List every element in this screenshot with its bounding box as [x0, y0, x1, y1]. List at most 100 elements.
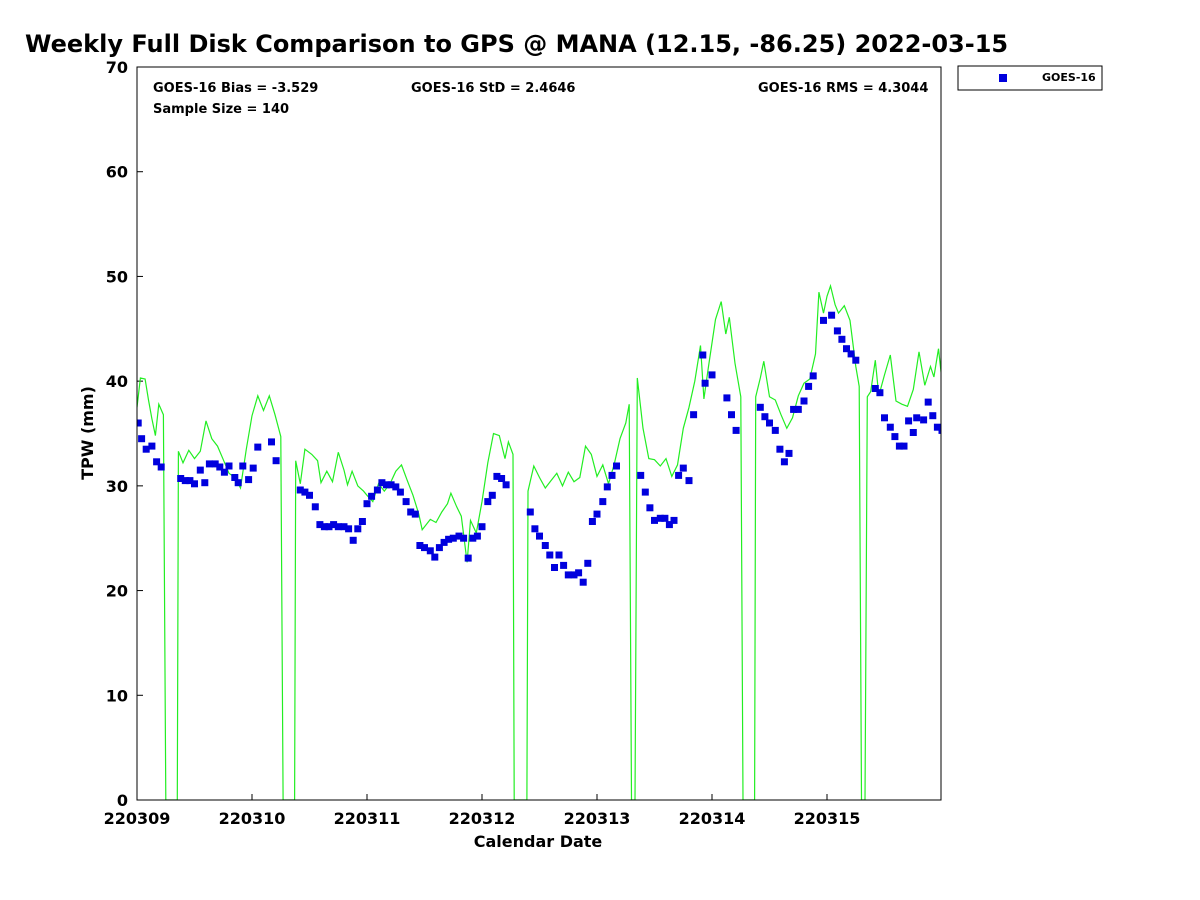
goes16-point	[895, 442, 903, 450]
rms-annotation: GOES-16 RMS = 4.3044	[758, 81, 928, 96]
std-annotation: GOES-16 StD = 2.4646	[411, 81, 575, 96]
goes16-point	[564, 571, 572, 579]
goes16-point	[268, 438, 275, 446]
goes16-point	[301, 488, 309, 496]
goes16-point	[938, 426, 941, 434]
chart-title: Weekly Full Disk Comparison to GPS @ MAN…	[25, 30, 1009, 58]
goes16-point	[220, 468, 228, 476]
goes16-point	[641, 488, 649, 496]
goes16-point	[584, 559, 592, 567]
goes16-point	[196, 466, 204, 474]
goes16-point	[201, 479, 209, 487]
goes16-point	[272, 457, 280, 465]
goes16-point	[593, 510, 601, 518]
x-axis-ticks: 220309 220310 220311 220312 220313 220314 2203…	[104, 794, 861, 828]
goes16-point	[368, 492, 376, 500]
goes16-point	[239, 462, 247, 470]
goes16-point	[847, 350, 855, 358]
goes16-point	[421, 544, 428, 552]
goes16-point	[800, 397, 808, 405]
goes16-point	[402, 498, 410, 506]
gps-series-line	[137, 283, 941, 800]
goes16-point	[560, 561, 568, 569]
goes16-point	[608, 471, 616, 479]
goes16-series-markers	[137, 311, 941, 586]
x-tick-label: 220315	[794, 809, 861, 828]
y-tick-label: 70	[106, 58, 128, 77]
goes16-point	[191, 480, 198, 488]
goes16-point	[780, 458, 788, 466]
x-tick-label: 220312	[449, 809, 516, 828]
goes16-point	[411, 510, 419, 518]
y-tick-label: 60	[106, 163, 128, 182]
goes16-point	[254, 443, 262, 451]
goes16-point	[766, 419, 773, 427]
goes16-point	[852, 356, 860, 364]
goes16-point	[435, 544, 443, 552]
plot-frame	[136, 66, 942, 801]
y-tick-label: 0	[117, 791, 128, 810]
goes16-point	[498, 475, 506, 482]
goes16-point	[358, 518, 366, 525]
goes16-point	[211, 460, 219, 468]
goes16-point	[157, 463, 165, 471]
goes16-point	[383, 481, 390, 489]
goes16-point	[685, 477, 693, 485]
goes16-point	[905, 417, 913, 425]
goes16-point	[675, 471, 683, 479]
x-tick-label: 220314	[679, 809, 746, 828]
goes16-point	[186, 477, 194, 485]
y-tick-label: 50	[106, 267, 128, 286]
legend-marker-goes16	[999, 74, 1007, 82]
goes16-point	[575, 569, 583, 577]
x-tick-label: 220309	[104, 809, 171, 828]
goes16-point	[679, 464, 687, 472]
goes16-point	[828, 311, 836, 319]
goes16-point	[231, 474, 239, 481]
y-tick-label: 30	[106, 477, 128, 496]
goes16-point	[306, 491, 313, 499]
goes16-point	[205, 460, 213, 468]
goes16-point	[603, 483, 611, 491]
goes16-point	[373, 486, 381, 494]
goes16-point	[349, 536, 357, 544]
goes16-point	[646, 504, 654, 512]
goes16-point	[891, 433, 899, 441]
goes16-point	[445, 535, 453, 543]
goes16-point	[761, 413, 769, 421]
goes16-point	[460, 534, 468, 542]
goes16-point	[871, 385, 879, 392]
goes16-point	[776, 445, 784, 453]
legend-box	[957, 65, 1103, 91]
goes16-point	[933, 423, 941, 431]
goes16-point	[656, 514, 664, 522]
goes16-point	[431, 553, 439, 561]
y-axis-ticks: 0 10 20 30 40 50 60 70	[106, 58, 143, 810]
goes16-point	[723, 394, 731, 402]
goes16-point	[416, 542, 424, 549]
goes16-point	[541, 542, 549, 549]
goes16-point	[345, 525, 353, 533]
goes16-point	[354, 525, 362, 533]
goes16-point	[488, 491, 496, 499]
goes16-point	[340, 523, 348, 531]
goes16-point	[392, 483, 400, 491]
goes16-point	[924, 398, 932, 406]
goes16-point	[728, 411, 735, 419]
goes16-point	[249, 464, 257, 472]
goes16-point	[484, 498, 492, 506]
goes16-point	[334, 523, 342, 531]
goes16-point	[148, 442, 156, 450]
goes16-point	[325, 523, 333, 531]
goes16-point	[805, 382, 813, 390]
legend: GOES-16	[957, 65, 1103, 91]
goes16-point	[701, 379, 709, 387]
goes16-point	[407, 508, 415, 516]
goes16-point	[142, 445, 150, 453]
goes16-point	[665, 521, 673, 529]
goes16-point	[546, 551, 554, 559]
goes16-point	[838, 335, 846, 343]
goes16-point	[493, 472, 501, 480]
y-tick-label: 20	[106, 582, 128, 601]
